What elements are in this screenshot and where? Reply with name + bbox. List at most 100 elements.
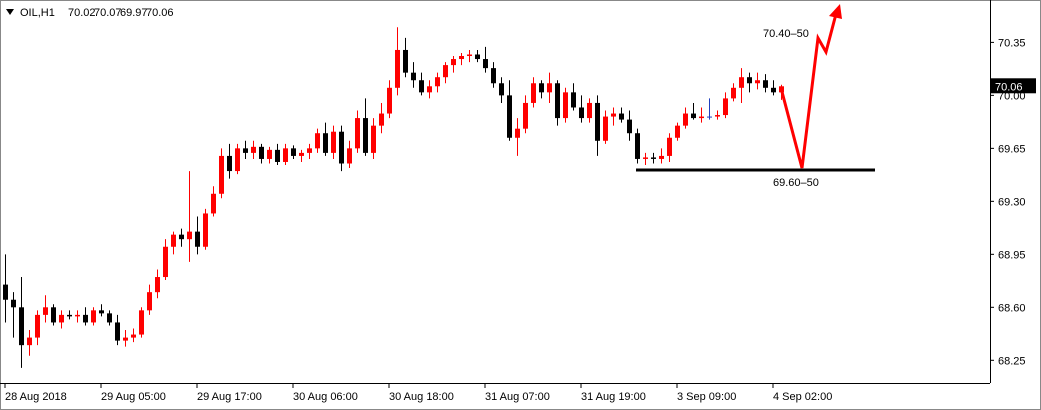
candle-body [179, 234, 184, 240]
candle-body [299, 152, 304, 156]
candle-body [195, 231, 200, 247]
candle-body [691, 113, 696, 119]
candle-body [563, 92, 568, 119]
forecast-arrow [779, 13, 838, 169]
candle-body [291, 148, 296, 156]
x-tick-label: 28 Aug 2018 [5, 391, 67, 403]
x-tick-label: 31 Aug 19:00 [581, 391, 646, 403]
candle-body [443, 65, 448, 78]
candle-body [355, 118, 360, 149]
candle-body [683, 113, 688, 126]
candle-body [27, 337, 32, 346]
candle-body [403, 49, 408, 73]
candle-body [139, 310, 144, 335]
annotation: 70.40–50 [763, 28, 809, 40]
candle-body [627, 119, 632, 134]
last-high: 70.07 [94, 7, 122, 19]
candle-body [67, 314, 72, 317]
candle-body [595, 102, 600, 141]
candle-body [339, 131, 344, 164]
candle-body [675, 125, 680, 138]
candle-body [315, 133, 320, 149]
candle-body [755, 80, 760, 84]
candle-body [555, 83, 560, 119]
candle-body [43, 307, 48, 315]
candle-body [283, 148, 288, 162]
candle-body [715, 115, 720, 117]
candle-body [539, 83, 544, 93]
candle-body [251, 146, 256, 153]
candle-body [11, 299, 16, 308]
candle-body [435, 77, 440, 87]
candle-body [147, 292, 152, 311]
x-tick-label: 30 Aug 18:00 [389, 391, 454, 403]
candle-body [387, 87, 392, 114]
candle-body [723, 98, 728, 116]
candle-body [35, 314, 40, 338]
chart-title: OIL,H1 [20, 7, 55, 19]
candle-body [379, 113, 384, 126]
candle-body [747, 77, 752, 84]
candle-body [131, 334, 136, 338]
candle-body [123, 337, 128, 341]
candle-body [659, 155, 664, 159]
candle-body [491, 68, 496, 84]
y-tick-label: 70.00 [998, 90, 1026, 102]
candle-body [611, 113, 616, 117]
candle-body [307, 148, 312, 153]
candle-body [83, 314, 88, 323]
y-tick-label: 68.60 [998, 302, 1026, 314]
candle-body [323, 133, 328, 153]
annotation: 69.60–50 [773, 177, 819, 189]
candle-body [651, 157, 656, 159]
candle-body [219, 155, 224, 194]
menu-triangle [6, 9, 14, 15]
candle-body [515, 128, 520, 138]
candle-body [547, 83, 552, 93]
candle-body [51, 307, 56, 323]
candle-body [163, 246, 168, 278]
candle-body [99, 310, 104, 314]
candle-body [427, 86, 432, 93]
y-tick-label: 70.35 [998, 37, 1026, 49]
candle-body [483, 59, 488, 69]
candle-body [603, 116, 608, 141]
candle-body [667, 137, 672, 156]
arrow-head [829, 4, 842, 19]
price-label: 70.06 [995, 81, 1023, 93]
candle-body [227, 155, 232, 172]
candle-body [115, 322, 120, 341]
y-tick-label: 69.65 [998, 143, 1026, 155]
candle-body [731, 87, 736, 99]
last-close: 70.06 [146, 7, 174, 19]
candle-body [3, 284, 8, 300]
candle-body [779, 86, 784, 93]
candle-body [259, 146, 264, 159]
y-tick-label: 68.25 [998, 355, 1026, 367]
candle-body [523, 102, 528, 129]
candle-body [707, 116, 712, 118]
y-tick-label: 69.30 [998, 196, 1026, 208]
candle-body [587, 102, 592, 119]
candle-body [459, 56, 464, 60]
candle-body [451, 59, 456, 66]
candle-body [499, 83, 504, 96]
candle-body [763, 80, 768, 88]
candle-body [395, 49, 400, 88]
price-label-box [991, 78, 1036, 94]
y-tick-label: 68.95 [998, 249, 1026, 261]
candle-body [331, 131, 336, 153]
candle-body [203, 213, 208, 247]
candle-body [187, 231, 192, 240]
x-tick-label: 31 Aug 07:00 [485, 391, 550, 403]
candle-body [75, 314, 80, 317]
x-tick-label: 29 Aug 05:00 [101, 391, 166, 403]
candle-body [579, 107, 584, 119]
candle-body [267, 149, 272, 159]
candle-body [739, 77, 744, 88]
candle-body [19, 307, 24, 346]
candle-body [235, 148, 240, 172]
candle-body [155, 277, 160, 293]
candle-body [635, 133, 640, 159]
candle-body [419, 80, 424, 93]
